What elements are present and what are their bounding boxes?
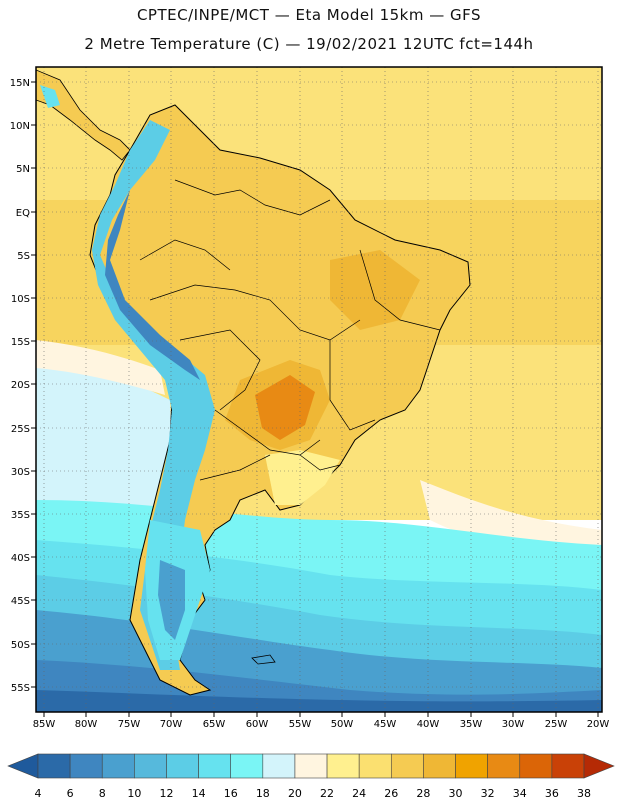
central-america-cool <box>40 85 60 108</box>
lat-label: 10S <box>11 294 30 305</box>
latitude-axis: 15N 10N 5N EQ 5S 10S 15S 20S 25S 30S 35S 40S 45S 50S 5… <box>10 78 36 694</box>
falklands <box>251 654 276 665</box>
lon-label: 70W <box>160 719 183 730</box>
colorbar-tick-label: 28 <box>416 787 430 800</box>
colorbar-swatch <box>455 753 488 779</box>
colorbar-tick-label: 38 <box>577 787 591 800</box>
colorbar-swatch <box>69 753 103 779</box>
ocean-pacific-cool <box>36 355 175 520</box>
colorbar-tick-label: 32 <box>481 787 495 800</box>
colorbar-swatch <box>230 753 264 779</box>
lon-label: 20W <box>587 719 610 730</box>
lon-label: 65W <box>203 719 226 730</box>
ocean-pacific-warm-strip <box>36 340 165 395</box>
country-borders <box>139 179 441 481</box>
lat-label: 15N <box>10 78 30 89</box>
lat-label: 50S <box>11 640 30 651</box>
land-pale-south <box>265 450 340 505</box>
lon-label: 30W <box>502 719 525 730</box>
lon-label: 45W <box>374 719 397 730</box>
colorbar-swatch <box>166 753 199 779</box>
lat-label: 55S <box>11 683 30 694</box>
colorbar-swatch <box>134 753 167 779</box>
colorbar-tick-label: 22 <box>320 787 334 800</box>
colorbar-tick-label: 36 <box>545 787 559 800</box>
lat-label: 5S <box>17 251 30 262</box>
colorbar: 4 6 8 10 12 14 16 18 20 22 24 26 28 30 32 34 36 38 <box>7 753 615 800</box>
lat-label: 15S <box>11 337 30 348</box>
lat-label: 10N <box>10 121 30 132</box>
ocean-southern-3 <box>36 690 602 712</box>
lon-label: 85W <box>33 719 56 730</box>
patagonia-cold <box>158 560 185 640</box>
land-warm-north <box>330 250 420 330</box>
colorbar-swatch <box>262 753 296 779</box>
title-line-1: CPTEC/INPE/MCT — Eta Model 15km — GFS <box>136 6 482 24</box>
colorbar-tick-label: 16 <box>224 787 238 800</box>
colorbar-swatch <box>390 753 424 779</box>
colorbar-swatch <box>326 753 360 779</box>
colorbar-swatch <box>101 753 135 779</box>
lat-label: 45S <box>11 596 30 607</box>
colorbar-tick-label: 18 <box>256 787 270 800</box>
colorbar-swatch <box>423 753 456 779</box>
lat-label: 5N <box>16 164 30 175</box>
lon-label: 25W <box>545 719 568 730</box>
lon-label: 50W <box>331 719 354 730</box>
colorbar-swatch <box>519 753 553 779</box>
colorbar-swatch <box>198 753 232 779</box>
lat-label: EQ <box>16 208 30 219</box>
lon-label: 55W <box>289 719 312 730</box>
colorbar-tick-label: 26 <box>384 787 398 800</box>
lat-label: 35S <box>11 510 30 521</box>
lon-label: 60W <box>246 719 269 730</box>
colorbar-swatch <box>294 753 328 779</box>
lon-label: 80W <box>75 719 98 730</box>
colorbar-tick-label: 6 <box>67 787 74 800</box>
lat-label: 25S <box>11 424 30 435</box>
colorbar-swatch <box>37 753 71 779</box>
title-line-2: 2 Metre Temperature (C) — 19/02/2021 12U… <box>84 35 534 53</box>
colorbar-tick-label: 20 <box>288 787 302 800</box>
colorbar-arrow-left <box>7 753 39 779</box>
colorbar-tick-label: 8 <box>99 787 106 800</box>
colorbar-swatch <box>358 753 392 779</box>
lon-label: 75W <box>118 719 141 730</box>
map-plot-area <box>36 67 602 712</box>
colorbar-swatch <box>487 753 521 779</box>
colorbar-tick-label: 14 <box>192 787 206 800</box>
lon-label: 40W <box>417 719 440 730</box>
longitude-axis: 85W 80W 75W 70W 65W 60W 55W 50W 45W 40W 35W 30W 25W 2… <box>33 712 610 730</box>
map-frame <box>35 66 603 713</box>
lat-label: 20S <box>11 380 30 391</box>
colorbar-tick-label: 12 <box>159 787 173 800</box>
colorbar-arrow-right <box>583 753 615 779</box>
lat-label: 30S <box>11 467 30 478</box>
colorbar-tick-label: 34 <box>513 787 527 800</box>
colorbar-tick-label: 30 <box>449 787 463 800</box>
colorbar-swatch <box>551 753 585 779</box>
colorbar-tick-label: 24 <box>352 787 366 800</box>
lon-label: 35W <box>460 719 483 730</box>
colorbar-tick-label: 10 <box>127 787 141 800</box>
lat-label: 40S <box>11 553 30 564</box>
andes-cold-core <box>105 190 200 380</box>
ocean-east-pale <box>420 480 602 560</box>
colorbar-tick-label: 4 <box>35 787 42 800</box>
